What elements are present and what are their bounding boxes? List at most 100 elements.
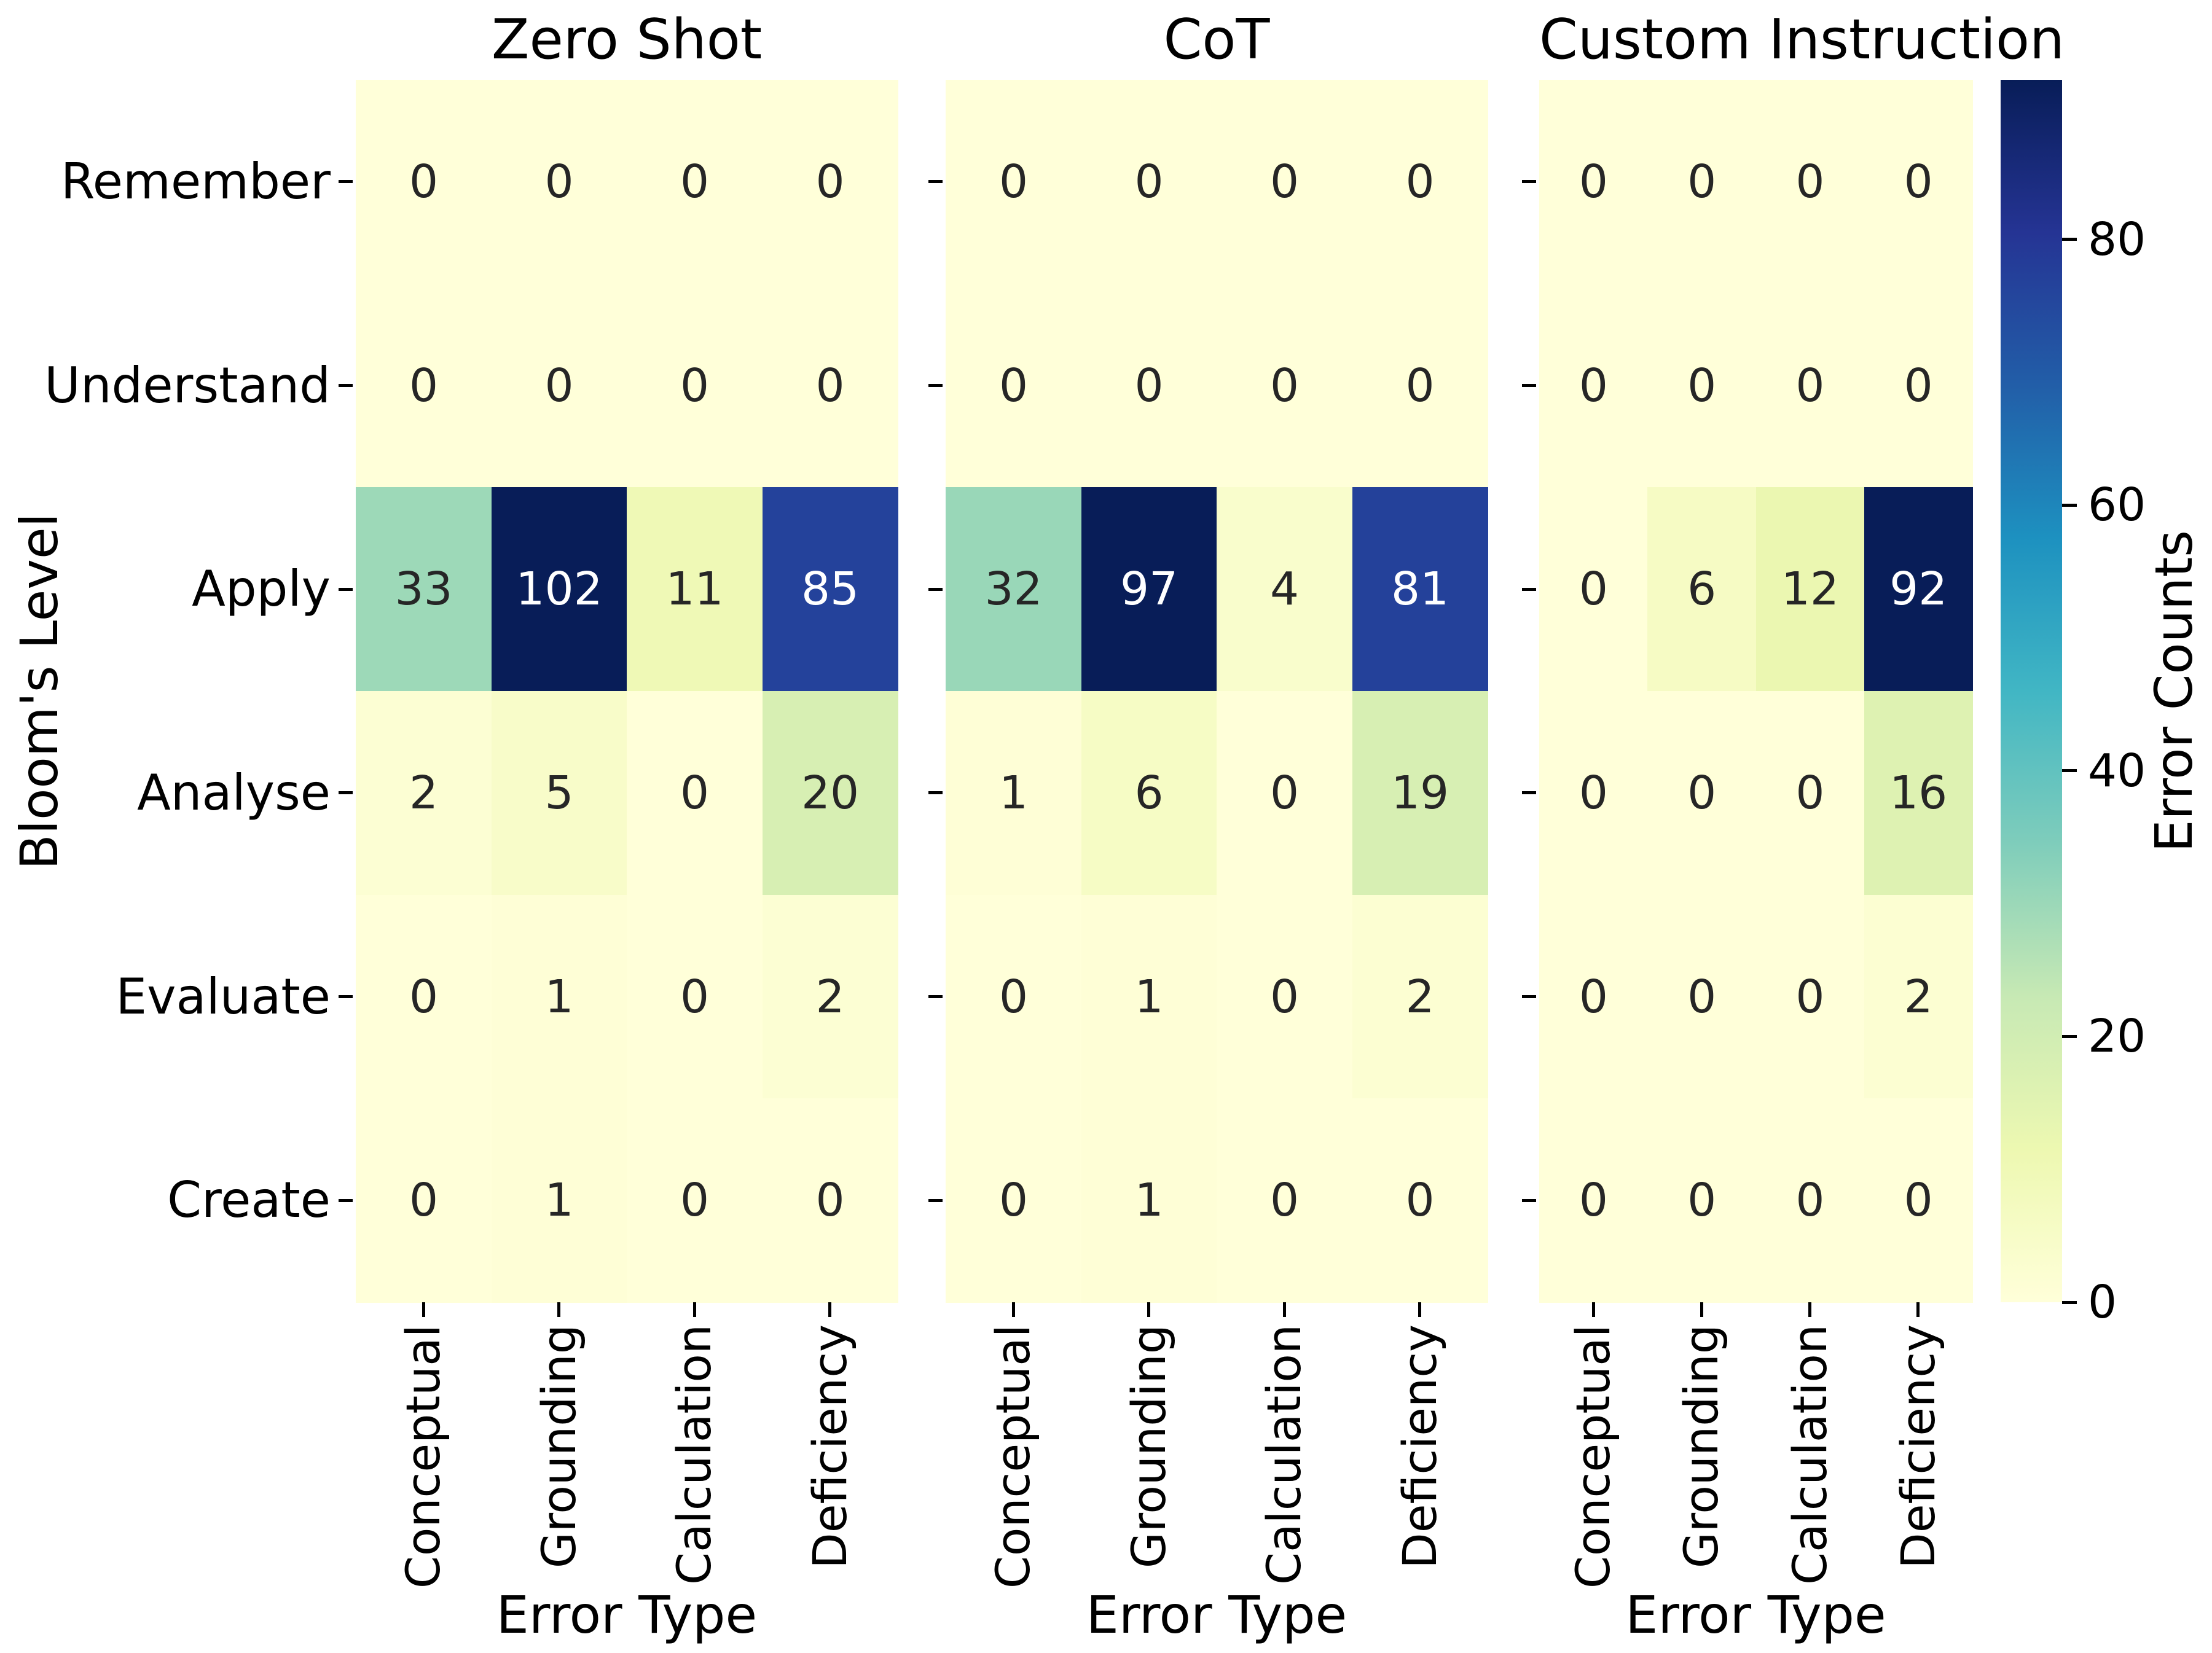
heatmap-cell: 0 xyxy=(1647,1098,1757,1303)
cell-value: 1 xyxy=(1134,970,1164,1023)
heatmap-cell: 0 xyxy=(1352,1098,1488,1303)
y-tick-mark xyxy=(339,995,353,998)
heatmap-cell: 85 xyxy=(762,487,898,692)
y-tick-mark xyxy=(928,180,943,184)
cell-value: 0 xyxy=(1795,767,1825,820)
y-tick-mark xyxy=(1522,384,1536,387)
heatmap-cell: 0 xyxy=(1539,894,1648,1099)
cell-value: 1 xyxy=(544,1174,574,1227)
cell-value: 0 xyxy=(815,359,845,412)
x-tick-label: Calculation xyxy=(1256,1324,1312,1585)
heatmap-cell: 2 xyxy=(1352,894,1488,1099)
colorbar-tick-label: 80 xyxy=(2088,213,2146,266)
cell-value: 19 xyxy=(1390,767,1449,820)
colorbar-tick-mark xyxy=(2062,769,2077,773)
heatmap-cell: 0 xyxy=(1352,80,1488,284)
cell-value: 85 xyxy=(801,563,860,616)
cell-value: 0 xyxy=(409,1174,439,1227)
heatmap-cell: 1 xyxy=(946,691,1082,896)
colorbar-label-text: Error Counts xyxy=(2144,530,2204,853)
x-tick-label-text: Deficiency xyxy=(1890,1324,1945,1569)
y-axis-label: Bloom's Level xyxy=(5,80,74,1302)
colorbar-tick-label: 20 xyxy=(2088,1010,2146,1063)
y-tick-label: Create xyxy=(167,1171,331,1229)
cell-value: 0 xyxy=(1405,1174,1435,1227)
y-tick-label: Remember xyxy=(60,152,331,210)
x-tick-mark xyxy=(828,1302,832,1317)
cell-value: 0 xyxy=(1579,359,1608,412)
cell-value: 0 xyxy=(680,767,710,820)
heatmap-cell: 1 xyxy=(491,894,627,1099)
heatmap-cell: 0 xyxy=(1081,80,1217,284)
colorbar-tick-mark xyxy=(2062,238,2077,241)
heatmap-cell: 0 xyxy=(1755,894,1865,1099)
heatmap-cell: 0 xyxy=(1352,283,1488,488)
cell-value: 0 xyxy=(544,359,574,412)
cell-value: 0 xyxy=(1904,155,1933,209)
colorbar-label: Error Counts xyxy=(2137,80,2211,1302)
cell-value: 81 xyxy=(1390,563,1449,616)
y-tick-mark xyxy=(928,995,943,998)
cell-value: 102 xyxy=(516,563,603,616)
heatmap-cell: 0 xyxy=(1217,80,1353,284)
heatmap-cell: 11 xyxy=(627,487,763,692)
heatmap-cell: 0 xyxy=(356,1098,492,1303)
x-tick-label: Grounding xyxy=(1673,1324,1730,1568)
x-tick-mark xyxy=(422,1302,425,1317)
cell-value: 0 xyxy=(1270,155,1300,209)
x-tick-label-text: Calculation xyxy=(1257,1324,1312,1585)
y-tick-mark xyxy=(339,384,353,387)
x-tick-mark xyxy=(1147,1302,1151,1317)
heatmap-cell: 0 xyxy=(1539,691,1648,896)
colorbar-tick-label: 0 xyxy=(2088,1276,2117,1329)
x-tick-label: Deficiency xyxy=(1890,1324,1947,1569)
heatmap-cell: 6 xyxy=(1647,487,1757,692)
x-tick-label: Calculation xyxy=(1782,1324,1838,1585)
x-tick-label: Conceptual xyxy=(985,1324,1041,1589)
cell-value: 0 xyxy=(1687,970,1717,1023)
cell-value: 20 xyxy=(801,767,860,820)
y-tick-mark xyxy=(1522,995,1536,998)
x-tick-mark xyxy=(1011,1302,1015,1317)
cell-value: 2 xyxy=(1904,970,1933,1023)
heatmap-cell: 81 xyxy=(1352,487,1488,692)
heatmap-cell: 33 xyxy=(356,487,492,692)
cell-value: 0 xyxy=(1270,970,1300,1023)
cell-value: 0 xyxy=(680,155,710,209)
cell-value: 0 xyxy=(1270,359,1300,412)
cell-value: 0 xyxy=(1134,155,1164,209)
heatmap-cell: 0 xyxy=(946,1098,1082,1303)
x-tick-label: Calculation xyxy=(666,1324,723,1585)
cell-value: 0 xyxy=(1795,970,1825,1023)
x-tick-label-text: Conceptual xyxy=(1566,1324,1621,1589)
heatmap-cell: 0 xyxy=(1864,1098,1973,1303)
heatmap-cell: 2 xyxy=(762,894,898,1099)
cell-value: 0 xyxy=(680,970,710,1023)
cell-value: 2 xyxy=(1405,970,1435,1023)
cell-value: 2 xyxy=(815,970,845,1023)
y-tick-mark xyxy=(1522,791,1536,795)
x-tick-label: Grounding xyxy=(1121,1324,1177,1568)
y-tick-mark xyxy=(339,587,353,591)
heatmap-cell: 97 xyxy=(1081,487,1217,692)
y-tick-mark xyxy=(339,791,353,795)
heatmap-cell: 0 xyxy=(1647,80,1757,284)
cell-value: 0 xyxy=(409,155,439,209)
heatmap-cell: 2 xyxy=(356,691,492,896)
cell-value: 6 xyxy=(1134,767,1164,820)
cell-value: 0 xyxy=(1687,767,1717,820)
y-tick-mark xyxy=(1522,587,1536,591)
x-axis-label: Error Type xyxy=(1086,1585,1347,1645)
cell-value: 0 xyxy=(1687,1174,1717,1227)
y-tick-mark xyxy=(928,1198,943,1202)
x-tick-label: Deficiency xyxy=(802,1324,858,1569)
heatmap-cell: 0 xyxy=(627,80,763,284)
heatmap-cell: 0 xyxy=(1217,691,1353,896)
cell-value: 0 xyxy=(815,1174,845,1227)
x-tick-label: Deficiency xyxy=(1392,1324,1448,1569)
cell-value: 0 xyxy=(1405,359,1435,412)
heatmap-cell: 0 xyxy=(491,283,627,488)
cell-value: 1 xyxy=(1134,1174,1164,1227)
panel-title: CoT xyxy=(1163,7,1270,72)
cell-value: 0 xyxy=(680,359,710,412)
